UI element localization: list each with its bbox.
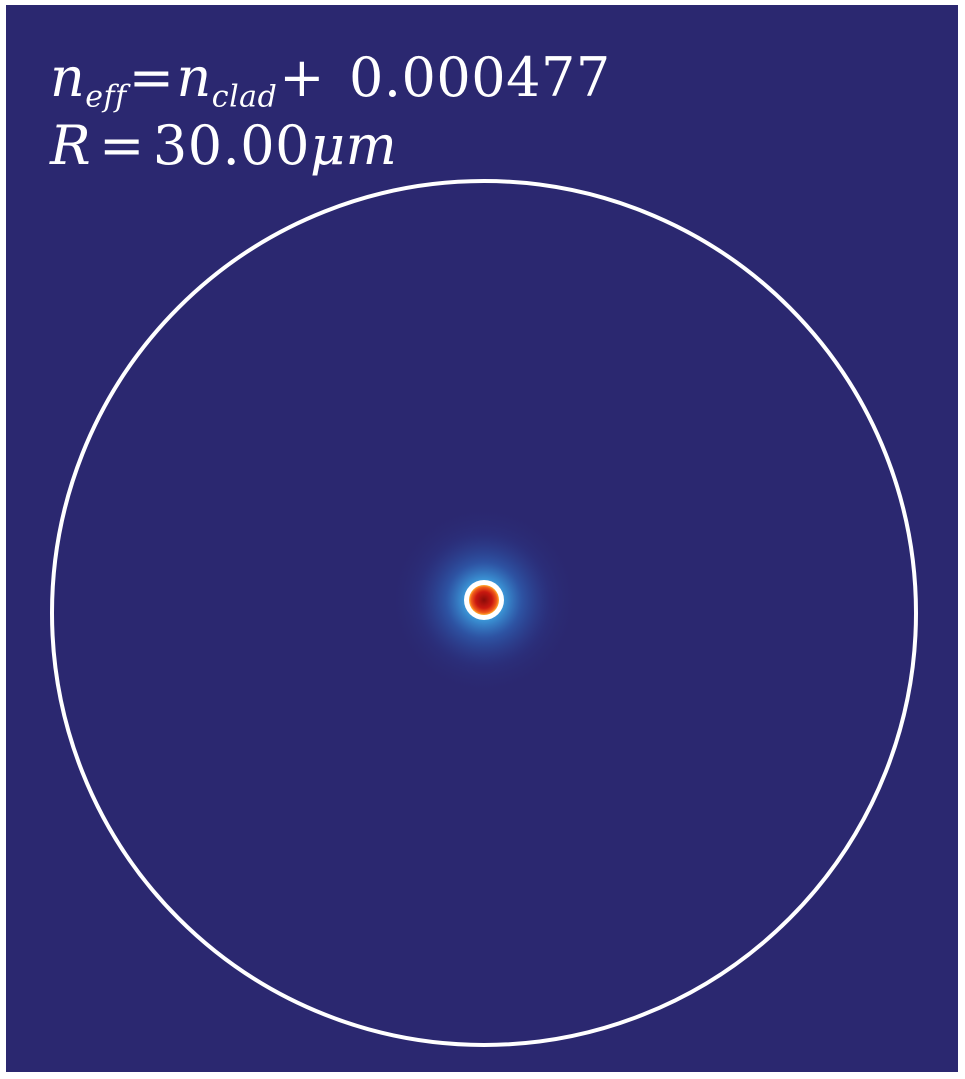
mode-annotation: neff=nclad+ 0.000477 R = 30.00μm [50,51,611,173]
neff-symbol: n [50,46,86,109]
radius-symbol: R [50,113,92,177]
fiber-boundary-circle [50,179,918,1047]
mode-core-spot [469,585,499,615]
radius-unit: μm [310,113,398,177]
effective-index-label: neff=nclad+ 0.000477 [50,51,611,113]
equals-sign: = [128,46,175,109]
radius-equals-sign: = [99,113,145,177]
radius-label: R = 30.00μm [50,118,611,173]
neff-subscript: eff [85,79,127,115]
nclad-symbol: n [176,46,212,109]
mode-field-plot: neff=nclad+ 0.000477 R = 30.00μm [6,5,958,1072]
index-delta-value: 0.000477 [349,46,611,109]
nclad-subscript: clad [211,79,278,115]
radius-value: 30.00 [152,113,311,177]
plus-sign: + [279,46,326,109]
mode-field-canvas [50,179,918,1047]
